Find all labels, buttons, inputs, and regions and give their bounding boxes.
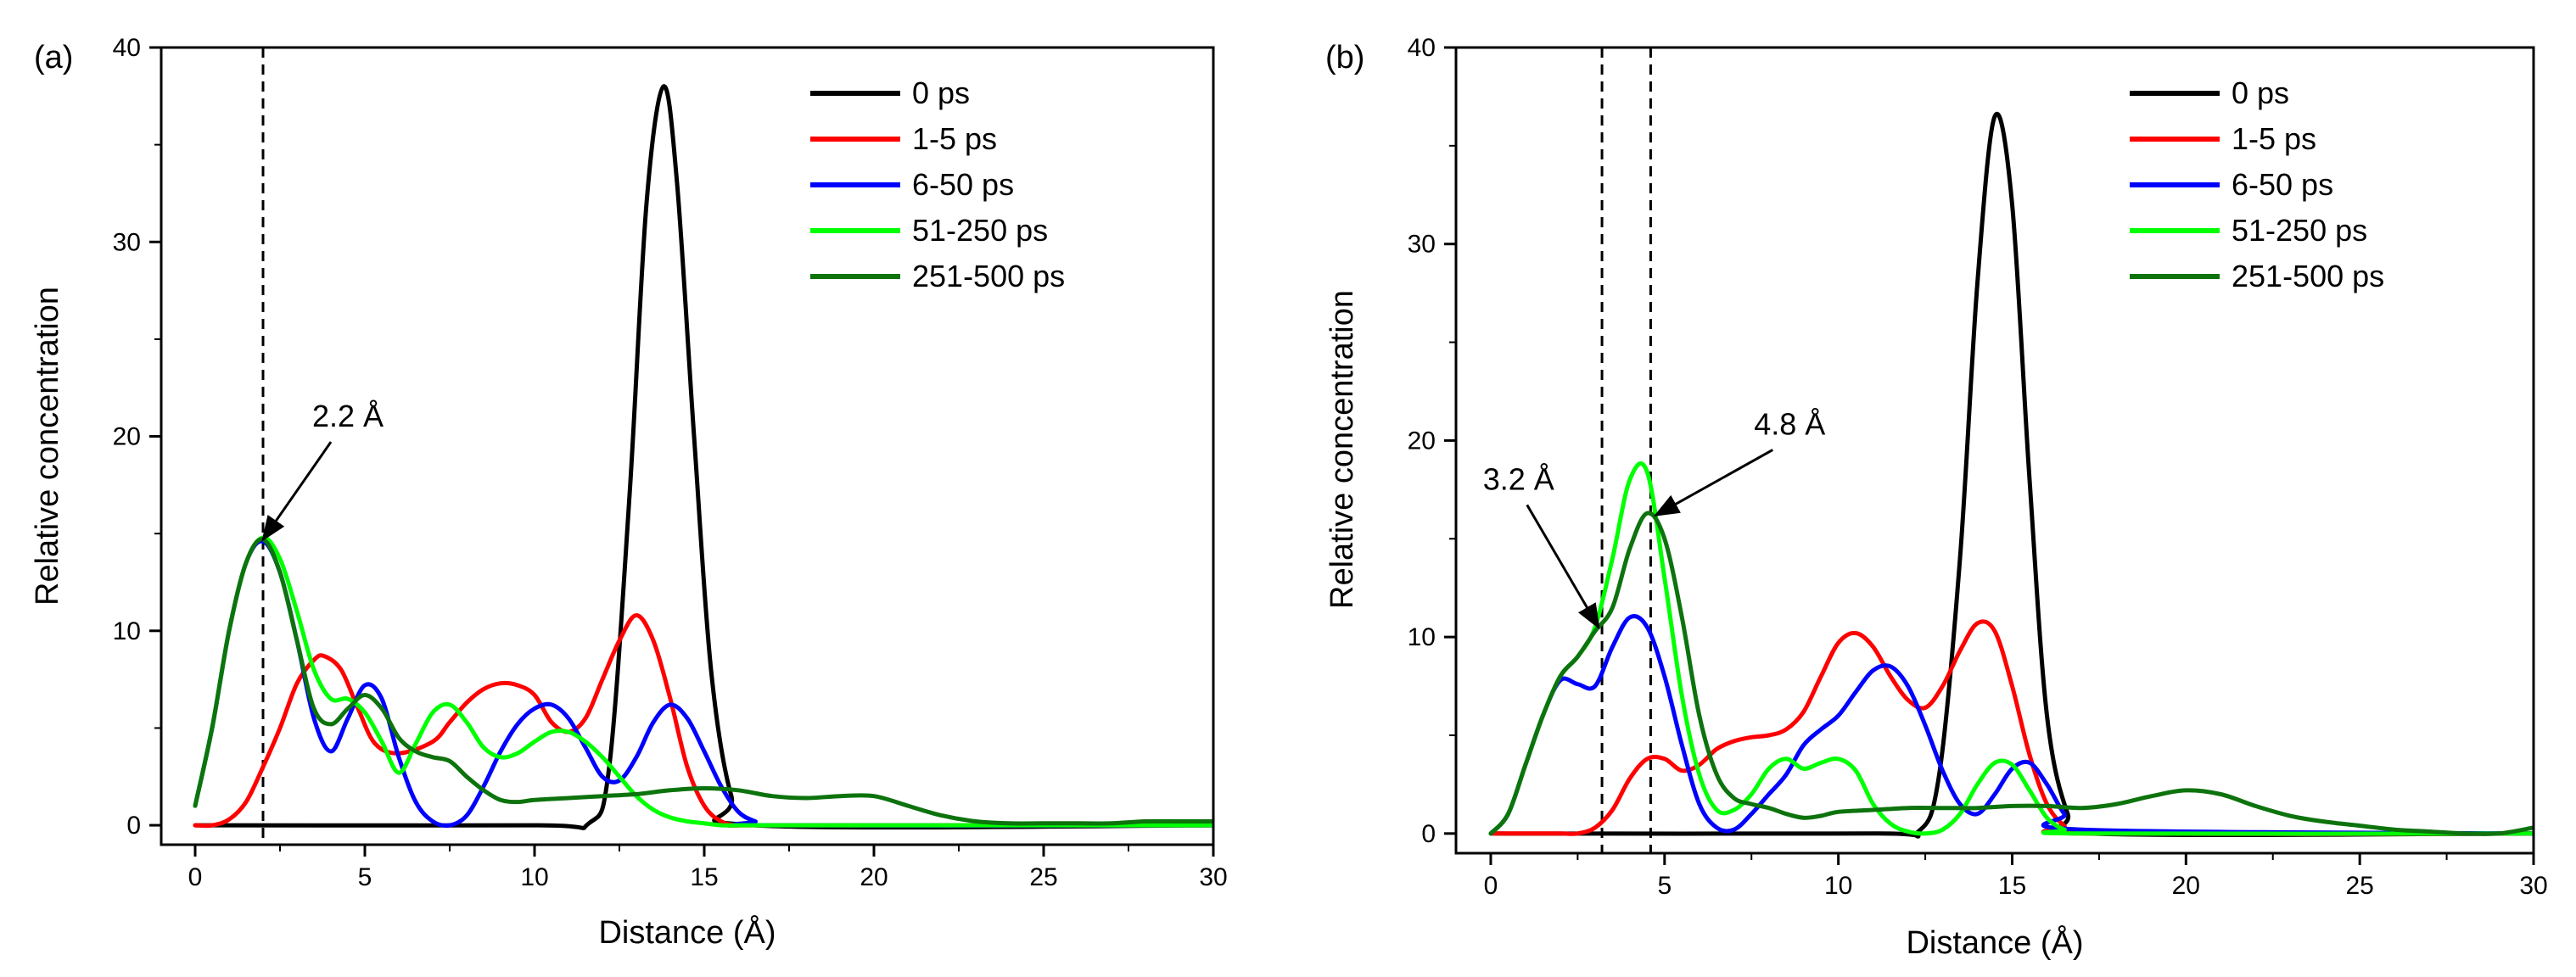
- legend-label-51-250-ps: 51-250 ps: [2232, 213, 2367, 248]
- y-tick-label: 0: [1421, 820, 1436, 848]
- x-tick-label: 25: [1029, 863, 1057, 891]
- legend-label-1-5-ps: 1-5 ps: [2232, 121, 2316, 156]
- x-tick-label: 5: [1657, 872, 1672, 900]
- series-line-0-ps: [193, 84, 1213, 830]
- y-tick-label: 40: [1408, 34, 1436, 62]
- x-tick-label: 20: [860, 863, 888, 891]
- x-tick-label: 15: [1998, 872, 2026, 900]
- series-line-1-5-ps: [193, 613, 1213, 829]
- panel-label: (a): [34, 40, 73, 75]
- legend-label-0-ps: 0 ps: [912, 75, 970, 110]
- legend-label-0-ps: 0 ps: [2232, 75, 2289, 110]
- panel-b: (b) 0 5 10 15 20 25 30 0 10 20 30 40 Distance (Å) R…: [1324, 34, 2548, 961]
- y-tick-label: 10: [113, 617, 141, 645]
- y-axis-label: Relative concentration: [30, 287, 65, 606]
- y-tick-label: 10: [1408, 623, 1436, 651]
- annotation-label: 4.8 Å: [1754, 406, 1825, 441]
- y-tick-label: 20: [1408, 427, 1436, 455]
- x-tick-label: 15: [690, 863, 718, 891]
- annotations: 3.2 Å 4.8 Å: [1483, 406, 1825, 630]
- y-tick-label: 40: [113, 34, 141, 62]
- legend-label-6-50-ps: 6-50 ps: [2232, 167, 2333, 202]
- ticks-layer: 0 5 10 15 20 25 30 0 10 20 30 40: [113, 34, 1228, 891]
- legend: 0 ps 1-5 ps 6-50 ps 51-250 ps 251-500 ps: [810, 75, 1065, 293]
- annotation-label: 3.2 Å: [1483, 461, 1554, 496]
- series-line-251-500-ps: [193, 537, 1213, 826]
- x-tick-label: 10: [520, 863, 548, 891]
- annotation-label: 2.2 Å: [312, 399, 384, 433]
- legend: 0 ps 1-5 ps 6-50 ps 51-250 ps 251-500 ps: [2130, 75, 2384, 293]
- annotation-arrow: [261, 441, 333, 542]
- series-line-251-500-ps: [1488, 511, 2534, 836]
- panel-a: (a) 0 5 10 15 20 25 30 0 10 20 30 40 Distance (Å) R…: [30, 34, 1228, 951]
- y-axis-label: Relative concentration: [1324, 290, 1360, 609]
- legend-label-51-250-ps: 51-250 ps: [912, 213, 1048, 248]
- legend-label-251-500-ps: 251-500 ps: [912, 259, 1065, 293]
- series-line-51-250-ps: [193, 535, 1213, 828]
- legend-label-251-500-ps: 251-500 ps: [2232, 259, 2384, 293]
- x-tick-label: 30: [2519, 872, 2547, 900]
- annotation-arrow: [1526, 504, 1600, 630]
- series-line-1-5-ps: [1488, 619, 2534, 837]
- x-tick-label: 5: [358, 863, 372, 891]
- plot-layer: [1488, 47, 2534, 853]
- x-axis-label: Distance (Å): [1906, 924, 2083, 961]
- x-tick-label: 30: [1199, 863, 1227, 891]
- ticks-layer: 0 5 10 15 20 25 30 0 10 20 30 40: [1408, 34, 2548, 900]
- x-tick-label: 0: [1484, 872, 1498, 900]
- x-tick-label: 10: [1824, 872, 1852, 900]
- y-tick-label: 30: [113, 228, 141, 256]
- x-axis-label: Distance (Å): [598, 913, 776, 951]
- x-tick-label: 20: [2172, 872, 2200, 900]
- y-tick-label: 0: [126, 812, 141, 840]
- series-line-6-50-ps: [1488, 614, 2534, 836]
- y-tick-label: 20: [113, 423, 141, 451]
- plot-frame: [160, 46, 1215, 846]
- annotations: 2.2 Å: [261, 399, 384, 542]
- plot-frame: [1454, 46, 2535, 855]
- panel-label: (b): [1325, 40, 1364, 75]
- plot-layer: [193, 47, 1213, 845]
- series-line-51-250-ps: [1488, 461, 2534, 836]
- y-tick-label: 30: [1408, 231, 1436, 259]
- annotation-arrow: [1653, 449, 1774, 516]
- legend-label-6-50-ps: 6-50 ps: [912, 167, 1014, 202]
- x-tick-label: 0: [188, 863, 203, 891]
- legend-label-1-5-ps: 1-5 ps: [912, 121, 997, 156]
- x-tick-label: 25: [2345, 872, 2373, 900]
